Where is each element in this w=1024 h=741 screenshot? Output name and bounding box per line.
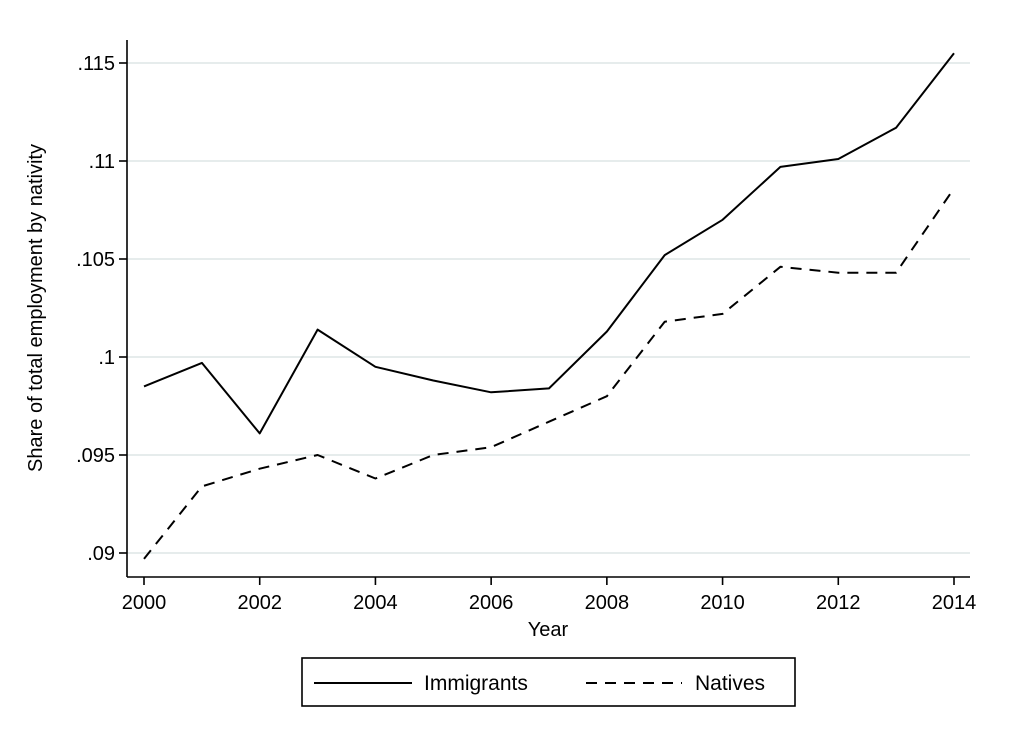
y-tick-label: .105	[76, 249, 115, 271]
gridlines	[127, 62, 970, 554]
y-tick-label: .1	[98, 347, 115, 369]
y-ticks: .09 .095 .1 .105 .11 .115	[76, 53, 127, 565]
series-line-immigrants	[143, 52, 955, 435]
x-tick-label: 2000	[122, 592, 167, 614]
x-tick-label: 2008	[585, 592, 630, 614]
x-tick-label: 2002	[237, 592, 282, 614]
series-lines	[143, 52, 955, 560]
legend-label-immigrants: Immigrants	[424, 672, 528, 695]
x-tick-label: 2010	[700, 592, 745, 614]
x-tick-label: 2012	[816, 592, 861, 614]
x-axis-title: Year	[528, 619, 569, 641]
y-tick-label: .095	[76, 445, 115, 467]
axes	[126, 40, 970, 578]
x-ticks: 2000 2002 2004 2006 2008 2010 2012 2014	[122, 577, 977, 614]
y-tick-label: .09	[87, 543, 115, 565]
y-axis-title: Share of total employment by nativity	[25, 144, 47, 472]
x-tick-label: 2014	[932, 592, 977, 614]
x-tick-label: 2006	[469, 592, 514, 614]
series-line-natives	[143, 187, 955, 560]
y-tick-label: .115	[78, 53, 115, 75]
y-tick-label: .11	[89, 151, 115, 173]
legend: Immigrants Natives	[301, 657, 796, 707]
x-tick-label: 2004	[353, 592, 398, 614]
legend-label-natives: Natives	[695, 672, 765, 695]
